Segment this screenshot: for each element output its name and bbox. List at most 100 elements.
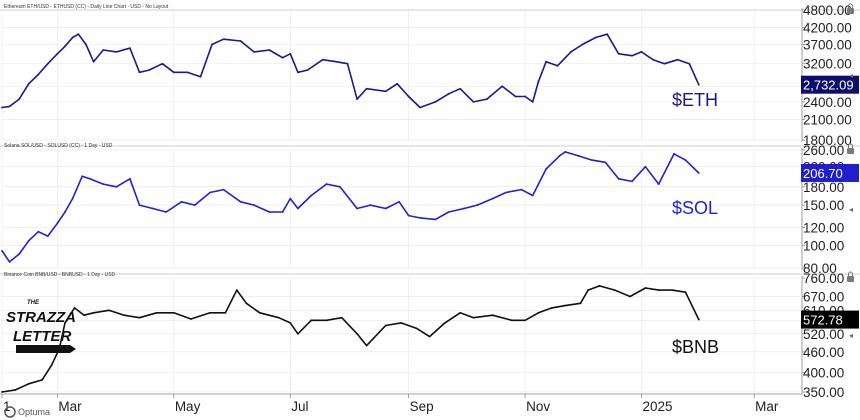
y-tick-label: 100.00	[803, 239, 844, 254]
data-point	[108, 309, 110, 312]
data-point	[472, 316, 475, 319]
lock-body	[847, 148, 854, 154]
data-point	[151, 207, 154, 210]
scroll-arrow-icon[interactable]: ◂	[849, 71, 853, 80]
data-point	[37, 73, 40, 76]
data-point	[459, 311, 462, 314]
data-point	[209, 311, 211, 314]
scroll-arrow-icon[interactable]: ◂	[849, 331, 853, 340]
x-tick-label: Sep	[410, 399, 434, 414]
data-point	[697, 172, 700, 174]
data-point	[520, 188, 523, 191]
data-point	[161, 62, 164, 65]
y-tick-label: 80.00	[803, 261, 837, 276]
data-point	[514, 95, 517, 98]
last-value-label: 2,732.09	[803, 78, 854, 93]
panel-header: Binance Coin BNB/USD - BNBUSD - 1 Day - …	[4, 272, 116, 278]
data-point	[598, 285, 601, 287]
data-point	[268, 211, 271, 213]
data-point	[564, 151, 567, 153]
logo-line-3: LETTER	[13, 328, 71, 345]
data-point	[579, 302, 582, 305]
data-point	[365, 344, 368, 347]
data-point	[64, 45, 66, 48]
data-point	[190, 318, 192, 320]
data-point	[8, 261, 11, 263]
data-point	[640, 50, 643, 53]
data-point	[289, 321, 292, 324]
last-value-badge	[801, 163, 859, 182]
lock-icon[interactable]	[847, 3, 854, 14]
data-point	[407, 214, 410, 217]
data-point	[277, 316, 280, 319]
data-point	[258, 311, 261, 314]
lock-icon[interactable]	[847, 271, 854, 282]
data-point	[657, 183, 660, 185]
ticker-label: $BNB	[672, 337, 719, 357]
data-point	[289, 197, 292, 200]
data-point	[1, 249, 3, 252]
data-point	[8, 105, 11, 108]
data-point	[613, 289, 616, 291]
data-point	[501, 85, 504, 88]
data-point	[587, 289, 589, 291]
logo-pen-icon	[16, 345, 76, 353]
data-point	[102, 49, 105, 51]
data-point	[222, 188, 225, 191]
data-point	[564, 304, 567, 307]
y-tick-label: 2100.00	[803, 113, 852, 128]
data-point	[594, 36, 597, 39]
last-value-label: 572.78	[803, 313, 843, 328]
data-point	[281, 56, 284, 59]
data-point	[384, 324, 387, 327]
data-point	[537, 80, 540, 83]
data-point	[235, 289, 238, 291]
data-point	[165, 211, 168, 213]
data-point	[325, 183, 328, 185]
data-point	[193, 204, 196, 206]
optuma-text: Optuma	[18, 407, 50, 417]
data-point	[172, 311, 175, 314]
data-point	[56, 222, 59, 225]
data-point	[676, 58, 679, 61]
y-tick-label: 760.00	[803, 271, 844, 286]
data-point	[400, 321, 402, 324]
data-point	[27, 239, 30, 242]
data-point	[138, 316, 141, 319]
data-point	[224, 311, 227, 314]
data-point	[396, 82, 399, 85]
y-tick-label: 670.00	[803, 290, 844, 305]
lock-icon[interactable]	[847, 143, 854, 154]
data-point	[199, 75, 202, 78]
data-point	[537, 311, 540, 314]
data-point	[447, 92, 450, 95]
data-point	[688, 62, 691, 65]
chart-panels: Ethereum ETH/USD - ETHUSD (CC) - Daily L…	[0, 3, 860, 400]
data-point	[524, 95, 526, 98]
data-point	[27, 382, 30, 385]
data-point	[604, 161, 607, 164]
data-point	[428, 335, 431, 338]
data-point	[211, 43, 213, 46]
ticker-label: $SOL	[672, 198, 718, 218]
data-point	[684, 159, 687, 162]
data-point	[447, 211, 450, 213]
data-point	[297, 71, 299, 74]
y-tick-label: 3200.00	[803, 57, 852, 72]
data-point	[115, 185, 118, 188]
data-point	[310, 319, 313, 322]
scroll-arrow-icon[interactable]: ◂	[849, 205, 853, 214]
panel-1: Ethereum ETH/USD - ETHUSD (CC) - Daily L…	[0, 3, 860, 148]
logo-line-1: THE	[27, 300, 40, 306]
data-point	[591, 159, 593, 162]
panel-3: Binance Coin BNB/USD - BNBUSD - 1 Day - …	[0, 271, 860, 400]
data-point	[297, 332, 299, 335]
data-point	[631, 54, 633, 57]
data-point	[407, 95, 410, 98]
data-point	[577, 155, 580, 157]
data-point	[56, 52, 59, 55]
data-point	[148, 69, 150, 72]
panel-2: Solana SOL/USD - SOLUSD (CC) - 1 Day - U…	[0, 143, 860, 276]
